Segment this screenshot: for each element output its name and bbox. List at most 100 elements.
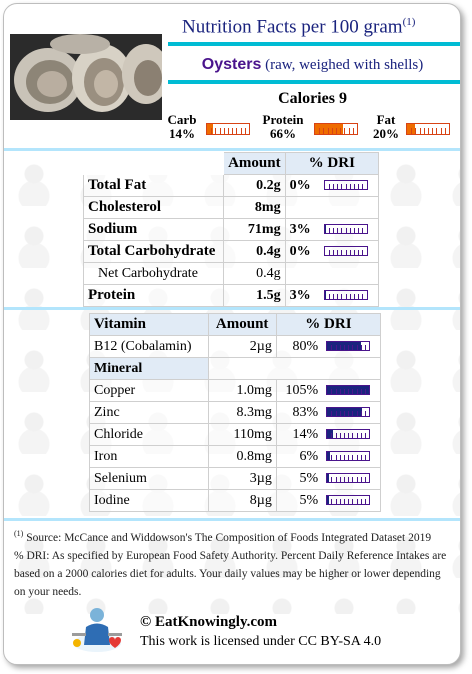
table-row: Selenium 3µg 5%: [89, 467, 382, 490]
dri-bar-tick: [352, 499, 354, 505]
dri-bar-tick: [339, 345, 341, 351]
macro-bar-tick: [244, 128, 246, 134]
dri-bar-fill: [324, 291, 326, 300]
dri-bar-tick: [343, 433, 345, 439]
nutrient-dri: [322, 489, 382, 512]
dri-bar-tick: [337, 250, 339, 256]
dri-bar-tick: [328, 294, 330, 300]
dri-bar-tick: [352, 411, 354, 417]
nutrient-amount: 0.2g: [223, 174, 286, 197]
eatknowingly-logo: [68, 607, 126, 655]
col-header-amount: Amount: [207, 313, 277, 336]
dri-bar-tick: [331, 433, 333, 439]
nutrient-name: Total Fat: [82, 174, 225, 197]
table-row: Iron 0.8mg 6%: [89, 445, 382, 468]
dri-bar-tick: [353, 294, 355, 300]
macro-bar-tick: [232, 128, 234, 134]
col-header-name: [82, 152, 225, 175]
macro-bar-tick: [215, 128, 217, 134]
nutrient-dri: 3%: [284, 284, 380, 307]
col-header-dri: % DRI: [275, 313, 382, 336]
dri-bar-tick: [339, 455, 341, 461]
dri-bar: [326, 473, 371, 484]
dri-bar-tick: [348, 345, 350, 351]
dri-bar-tick: [360, 455, 362, 461]
footnote: (1) Source: McCance and Widdowson's The …: [14, 525, 454, 601]
dri-bar-tick: [345, 228, 347, 234]
macro-fat-bar: [406, 123, 450, 135]
macro-bar-tick: [411, 128, 413, 134]
dri-bar-tick: [356, 345, 358, 351]
nutrient-amount: 2µg: [207, 335, 277, 358]
food-description: Oysters (raw, weighed with shells): [170, 56, 455, 74]
macro-bar-tick: [219, 128, 221, 134]
nutrient-amount: 71mg: [223, 218, 286, 241]
dri-bar-tick: [356, 389, 358, 395]
macro-bar-tick: [240, 128, 242, 134]
dri-bar: [326, 495, 371, 506]
table-row: Sodium 71mg 3%: [82, 218, 380, 241]
dri-bar-tick: [345, 250, 347, 256]
nutrient-name: Total Carbohydrate: [82, 240, 225, 263]
nutrient-amount: 1.0mg: [207, 379, 277, 402]
nutrient-amount: 110mg: [207, 423, 277, 446]
dri-bar-tick: [331, 455, 333, 461]
macro-bar-tick: [440, 128, 442, 134]
dri-bar-tick: [343, 499, 345, 505]
dri-bar-tick: [362, 184, 364, 190]
nutrient-dri: [322, 401, 382, 424]
dri-bar-tick: [348, 389, 350, 395]
dri-bar-tick: [364, 455, 366, 461]
nutrient-dri: [322, 445, 382, 468]
dri-bar-tick: [331, 477, 333, 483]
dri-percent: 5%: [275, 467, 323, 490]
dri-bar: [326, 429, 371, 440]
food-detail: (raw, weighed with shells): [261, 57, 424, 73]
nutrient-amount: 3µg: [207, 467, 277, 490]
dri-percent: 83%: [275, 401, 323, 424]
dri-bar-tick: [331, 499, 333, 505]
table-row: Copper 1.0mg 105%: [89, 379, 382, 402]
dri-bar: [326, 341, 371, 352]
macro-bar-tick: [323, 128, 325, 134]
table-row: Net Carbohydrate 0.4g: [82, 262, 380, 285]
dri-bar-tick: [362, 294, 364, 300]
table-row: Total Carbohydrate 0.4g 0%: [82, 240, 380, 263]
dri-bar-tick: [335, 433, 337, 439]
dri-bar-tick: [345, 184, 347, 190]
macro-bar-tick: [236, 128, 238, 134]
nutrient-dri: [322, 379, 382, 402]
dri-bar-tick: [341, 294, 343, 300]
dri-bar-tick: [328, 250, 330, 256]
dri-bar-tick: [358, 250, 360, 256]
dri-bar-tick: [328, 228, 330, 234]
dri-bar: [326, 385, 371, 396]
dri-bar-tick: [331, 345, 333, 351]
dri-bar-tick: [335, 455, 337, 461]
nutrient-amount: 1.5g: [223, 284, 286, 307]
col-header-vitamin: Vitamin: [89, 313, 209, 336]
dri-bar-tick: [341, 250, 343, 256]
nutrient-amount: 8.3mg: [207, 401, 277, 424]
table-row: Chloride 110mg 14%: [89, 423, 382, 446]
dri-bar-tick: [356, 499, 358, 505]
nutrient-name: Chloride: [89, 423, 209, 446]
dri-bar: [326, 407, 371, 418]
license-text: This work is licensed under CC BY-SA 4.0: [140, 634, 382, 649]
macro-bar-tick: [331, 128, 333, 134]
dri-bar-tick: [335, 477, 337, 483]
dri-bar-tick: [353, 228, 355, 234]
dri-bar-tick: [360, 345, 362, 351]
dri-bar-tick: [343, 345, 345, 351]
nutrient-amount: 0.8mg: [207, 445, 277, 468]
dri-bar-tick: [353, 184, 355, 190]
dri-bar-fill: [324, 225, 326, 234]
dri-percent: 80%: [275, 335, 323, 358]
dri-bar-tick: [352, 477, 354, 483]
macro-carb-bar: [206, 123, 250, 135]
food-name: Oysters: [201, 56, 262, 73]
macro-bar-tick: [415, 128, 417, 134]
dri-bar-tick: [356, 411, 358, 417]
macro-bar-tick: [223, 128, 225, 134]
macro-bar-tick: [319, 128, 321, 134]
